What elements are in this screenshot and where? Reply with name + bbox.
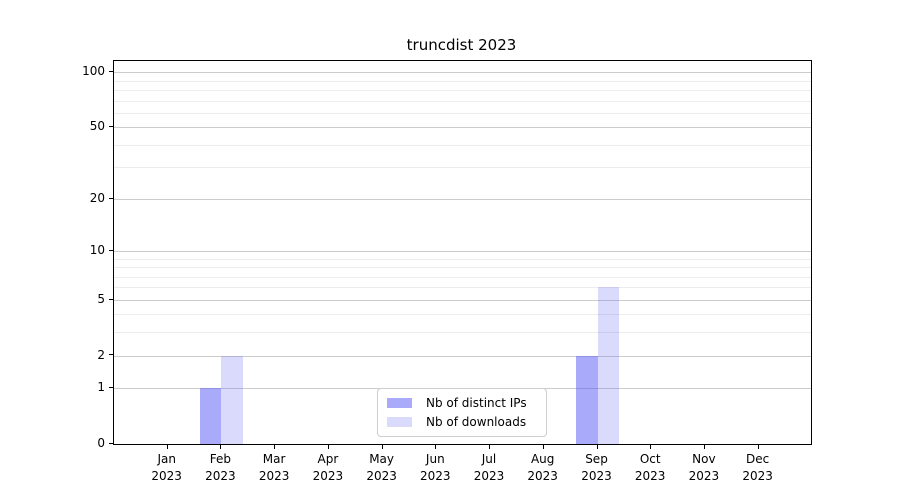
gridline-major	[114, 198, 811, 200]
y-tick-mark	[109, 299, 114, 300]
gridline-minor	[114, 258, 811, 260]
legend-row: Nb of distinct IPs	[387, 396, 537, 410]
y-tick-mark	[109, 198, 114, 199]
legend-swatch	[387, 398, 412, 408]
y-tick-label: 50	[89, 119, 105, 134]
legend: Nb of distinct IPs Nb of downloads	[377, 388, 547, 437]
gridline-minor	[114, 144, 811, 146]
bar-nb-of-downloads	[597, 287, 619, 444]
legend-swatch	[387, 417, 412, 427]
gridline-minor	[114, 167, 811, 169]
gridline-minor	[114, 89, 811, 91]
y-tick-label: 10	[89, 242, 105, 257]
x-tick-label: May 2023	[366, 452, 397, 483]
x-tick-label: Jan 2023	[151, 452, 182, 483]
gridline-major	[114, 250, 811, 252]
legend-label: Nb of downloads	[426, 415, 527, 429]
y-tick-mark	[109, 354, 114, 355]
plot-area	[113, 60, 812, 445]
legend-label: Nb of distinct IPs	[426, 396, 527, 410]
x-tick-mark	[650, 444, 652, 449]
gridline-major	[114, 355, 811, 357]
gridline-major	[114, 72, 811, 74]
gridline-minor	[114, 314, 811, 316]
y-tick-mark	[109, 126, 114, 127]
bar-nb-of-distinct-ips	[199, 388, 222, 444]
bar-nb-of-downloads	[221, 355, 243, 444]
x-tick-mark	[327, 444, 329, 449]
x-tick-mark	[542, 444, 544, 449]
x-tick-label: Mar 2023	[258, 452, 290, 483]
y-tick-label: 0	[97, 436, 105, 450]
gridline-minor	[114, 267, 811, 268]
x-tick-label: Sep 2023	[581, 452, 612, 483]
gridline-minor	[114, 100, 811, 102]
y-tick-label: 100	[82, 64, 105, 79]
x-tick-mark	[166, 444, 168, 449]
y-tick-mark	[109, 71, 114, 72]
y-tick-label: 1	[97, 380, 105, 395]
gridline-major	[114, 299, 811, 301]
legend-row: Nb of downloads	[387, 415, 537, 429]
x-tick-label: Jun 2023	[420, 452, 451, 483]
x-tick-mark	[757, 444, 759, 449]
x-tick-mark	[596, 444, 598, 449]
y-tick-label: 20	[89, 190, 105, 205]
y-tick-mark	[109, 387, 114, 388]
x-tick-label: Dec 2023	[742, 452, 773, 483]
chart-title: truncdist 2023	[406, 36, 517, 54]
gridline-minor	[114, 112, 811, 114]
x-tick-label: Oct 2023	[634, 452, 666, 483]
gridline-major	[114, 127, 811, 129]
x-tick-mark	[220, 444, 222, 449]
gridline-minor	[114, 332, 811, 334]
x-tick-mark	[274, 444, 276, 449]
x-tick-mark	[435, 444, 437, 449]
x-tick-label: Nov 2023	[688, 452, 720, 483]
y-tick-label: 5	[97, 291, 105, 306]
x-tick-mark	[489, 444, 490, 449]
gridline-minor	[114, 276, 811, 278]
gridline-minor	[114, 80, 811, 82]
x-tick-mark	[703, 444, 705, 449]
x-tick-label: Aug 2023	[527, 452, 558, 483]
y-tick-mark	[109, 250, 114, 251]
x-tick-label: Jul 2023	[473, 452, 505, 483]
y-tick-mark	[109, 443, 114, 444]
gridline-minor	[114, 287, 811, 289]
x-tick-label: Apr 2023	[312, 452, 344, 483]
y-tick-label: 2	[97, 347, 105, 362]
bar-nb-of-distinct-ips	[576, 355, 598, 444]
x-tick-mark	[381, 444, 383, 449]
x-tick-label: Feb 2023	[205, 452, 236, 483]
